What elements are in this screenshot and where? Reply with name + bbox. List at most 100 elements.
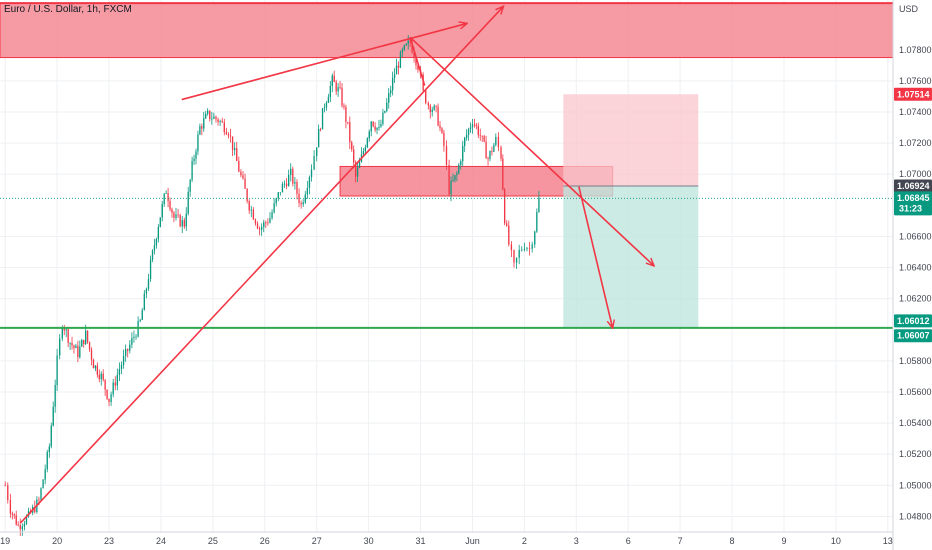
- candle-body: [435, 105, 437, 107]
- candle-body: [397, 65, 400, 68]
- candle-body: [323, 107, 326, 109]
- time-tick-label: 3: [574, 536, 579, 546]
- candle-body: [380, 124, 382, 127]
- price-tag-label: 1.06012: [897, 316, 930, 326]
- price-tag[interactable]: [894, 314, 932, 328]
- candle-body: [358, 161, 361, 168]
- trend-line[interactable]: [578, 186, 613, 329]
- candle-body: [203, 118, 205, 129]
- candle-body: [467, 129, 470, 135]
- candle-body: [79, 346, 81, 358]
- trend-line[interactable]: [20, 6, 504, 524]
- candle-body: [481, 135, 483, 137]
- candle-body: [59, 338, 61, 356]
- candle-body: [403, 45, 405, 50]
- candle-body: [42, 479, 44, 489]
- candle-body: [175, 214, 177, 218]
- price-tick-label: 1.05600: [899, 387, 932, 397]
- candle-body: [248, 201, 250, 211]
- candle-body: [263, 222, 265, 227]
- price-tag-label: 1.06007: [897, 331, 930, 341]
- candle-body: [185, 213, 187, 227]
- candle-body: [77, 345, 79, 358]
- candle-body: [271, 212, 273, 219]
- candle-body: [104, 379, 106, 390]
- price-tag[interactable]: [894, 87, 932, 101]
- drawings-layer[interactable]: [0, 2, 893, 524]
- candle-body: [500, 147, 502, 159]
- time-tick-label: 10: [831, 536, 841, 546]
- take-profit-zone[interactable]: [563, 186, 699, 328]
- trend-line[interactable]: [181, 23, 468, 101]
- candle-body: [173, 212, 175, 218]
- price-tag[interactable]: [894, 179, 932, 193]
- trend-line[interactable]: [409, 36, 654, 266]
- candle-body: [325, 102, 328, 108]
- candle-body: [281, 184, 284, 193]
- candle-body: [456, 173, 458, 176]
- candle-body: [183, 220, 185, 227]
- candle-body: [497, 136, 500, 148]
- time-tick-label: 30: [364, 536, 374, 546]
- candle-body: [34, 507, 36, 513]
- candle-body: [503, 189, 506, 224]
- price-tag[interactable]: [894, 191, 932, 216]
- candle-body: [135, 336, 137, 338]
- candle-body: [313, 155, 315, 170]
- stop-loss-zone[interactable]: [563, 94, 699, 187]
- candle-body: [454, 175, 456, 180]
- candle-body: [335, 82, 337, 92]
- candle-body: [353, 149, 355, 163]
- candle-body: [395, 65, 398, 75]
- candle-body: [149, 259, 152, 280]
- candle-body: [513, 250, 515, 263]
- candle-body: [56, 355, 58, 385]
- candle-body: [411, 42, 413, 53]
- candle-body: [219, 121, 221, 123]
- time-tick-label: 13: [883, 536, 893, 546]
- chart-grid: [0, 0, 893, 532]
- trend-line[interactable]: [409, 37, 426, 86]
- price-tag[interactable]: [894, 329, 932, 343]
- candle-body: [382, 112, 384, 125]
- time-tick-label: 9: [781, 536, 786, 546]
- candle-body: [217, 119, 219, 123]
- candle-body: [238, 160, 240, 172]
- time-axis[interactable]: 19 20 23 24 25 26 27 30 31 Jun 2 3 6 7 8 9 10 13: [0, 531, 893, 546]
- candle-body: [450, 180, 452, 195]
- candle-body: [54, 384, 56, 407]
- candle-body: [65, 329, 67, 331]
- candle-body: [153, 245, 156, 251]
- candle-body: [61, 327, 63, 339]
- price-axis[interactable]: 1.07800 1.07600 1.07400 1.07200 1.07000 1.066…: [892, 0, 932, 550]
- candle-body: [179, 215, 181, 227]
- candle-body: [339, 87, 341, 89]
- candle-body: [15, 515, 17, 525]
- candle-body: [354, 162, 357, 177]
- candle-body: [331, 75, 333, 86]
- candle-body: [114, 382, 116, 386]
- candle-body: [86, 330, 89, 342]
- candle-body: [399, 52, 402, 68]
- time-tick-label: 25: [208, 536, 218, 546]
- candle-body: [356, 167, 359, 177]
- candle-body: [349, 122, 351, 143]
- price-tick-label: 1.06200: [899, 294, 932, 304]
- price-tick-label: 1.07600: [899, 76, 932, 86]
- candle-body: [118, 369, 121, 375]
- candle-body: [345, 106, 347, 122]
- candle-body: [221, 121, 223, 123]
- short-position-tool[interactable]: [563, 94, 699, 328]
- candle-body: [518, 249, 520, 258]
- candle-body: [465, 134, 468, 138]
- price-tag-label: 1.06924: [897, 181, 930, 191]
- time-tick-label: 6: [626, 536, 631, 546]
- candle-body: [106, 389, 108, 399]
- candle-body: [229, 135, 232, 137]
- candle-body: [191, 161, 193, 180]
- candle-body: [329, 85, 332, 98]
- candle-body: [81, 339, 83, 347]
- candle-body: [471, 124, 474, 128]
- candle-body: [485, 141, 487, 159]
